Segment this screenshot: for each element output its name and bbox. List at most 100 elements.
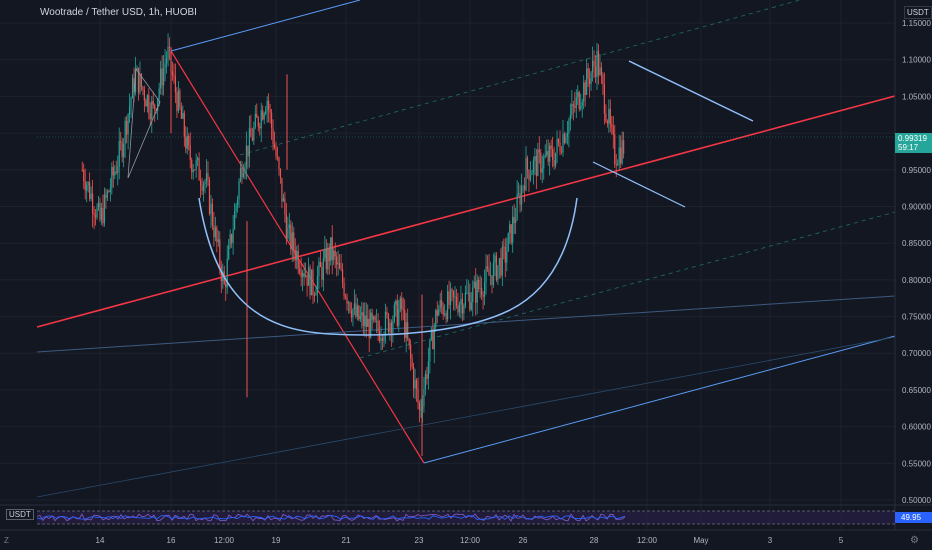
candle-body [392, 321, 394, 333]
candle-body [458, 304, 461, 313]
candle-body [478, 279, 480, 289]
candle-body [541, 168, 543, 173]
candle-body [482, 294, 484, 297]
support-line [36, 295, 896, 353]
candle-body [509, 224, 511, 233]
candle-body [312, 269, 314, 296]
candle-body [163, 68, 165, 86]
scale-currency-button[interactable]: USDT [6, 509, 34, 520]
candle-body [600, 67, 603, 75]
candle-body [444, 313, 446, 315]
candle-body [100, 208, 103, 220]
candle-body [106, 191, 108, 198]
candle-body [239, 168, 242, 182]
candle-body [346, 297, 348, 304]
candle-body [87, 182, 89, 186]
candle-body [86, 185, 88, 191]
candle-body [197, 158, 199, 161]
candle-body [553, 159, 555, 166]
candle-body [591, 60, 594, 73]
candle-body [589, 78, 591, 85]
candle-body [483, 281, 486, 297]
y-tick-label: 0.80000 [902, 276, 931, 285]
candle-body [390, 322, 392, 333]
candle-body [569, 114, 571, 121]
candle-body [336, 256, 338, 265]
candle-body [325, 248, 327, 270]
candle-body [174, 76, 177, 93]
candle-body [115, 171, 117, 173]
zoom-button[interactable]: Z [4, 536, 9, 545]
candle-body [378, 331, 381, 341]
candle-body [318, 261, 320, 277]
candle-body [244, 166, 246, 174]
candle-body [213, 225, 215, 238]
candle-body [260, 110, 262, 129]
candle-body [281, 177, 283, 202]
long-faint-line [36, 336, 896, 498]
candle-body [430, 329, 432, 340]
candle-body [272, 128, 274, 145]
candle-body [497, 265, 499, 280]
candle-body [457, 305, 459, 313]
candle-body [322, 258, 324, 280]
currency-label[interactable]: USDT [904, 6, 932, 19]
candle-body [315, 293, 317, 296]
candle-body [333, 250, 335, 260]
candle-body [587, 68, 589, 79]
candle-body [247, 145, 249, 157]
candle-body [495, 255, 498, 280]
candle-body [554, 152, 557, 166]
candle-body [396, 300, 398, 326]
cup-curve [198, 197, 578, 336]
candle-body [500, 258, 502, 276]
candle-body [217, 239, 219, 242]
candle-body [149, 113, 151, 120]
candle-body [324, 248, 326, 259]
candle-body [520, 186, 523, 205]
candle-body [532, 160, 534, 173]
candle-body [435, 310, 437, 328]
candle-body [275, 147, 277, 157]
candle-body [574, 105, 576, 108]
candle-body [560, 151, 563, 153]
candle-body [263, 113, 265, 120]
settings-icon[interactable]: ⚙ [910, 535, 919, 546]
candle-body [139, 73, 141, 93]
candle-body [522, 185, 524, 187]
candle-body [160, 68, 162, 89]
candle-body [89, 182, 91, 199]
candle-body [341, 269, 344, 283]
candle-body [327, 247, 329, 270]
candle-body [257, 117, 259, 127]
candle-body [302, 273, 304, 278]
candle-body [207, 173, 209, 180]
candle-body [158, 88, 160, 99]
candle-body [195, 160, 197, 170]
candle-body [566, 133, 569, 137]
candle-body [355, 303, 357, 317]
candle-body [269, 109, 271, 113]
y-tick-label: 0.75000 [902, 313, 931, 322]
candle-body [157, 98, 159, 112]
candle-body [584, 82, 586, 95]
candle-body [254, 113, 256, 128]
candle-body [565, 136, 567, 143]
candle-body [503, 246, 505, 248]
candle-body [516, 194, 518, 220]
candle-body [358, 305, 360, 320]
candle-body [251, 136, 253, 141]
candle-body [515, 219, 517, 224]
candle-body [145, 100, 147, 107]
candle-body [204, 182, 206, 185]
x-tick-label: 12:00 [460, 536, 481, 545]
candle-body [83, 170, 85, 182]
candle-body [393, 304, 395, 322]
candle-body [319, 261, 321, 268]
candle-body [306, 274, 308, 286]
candle-body [235, 205, 237, 212]
candle-body [220, 266, 222, 282]
projection-line-upper [628, 60, 754, 122]
candle-body [546, 151, 548, 156]
